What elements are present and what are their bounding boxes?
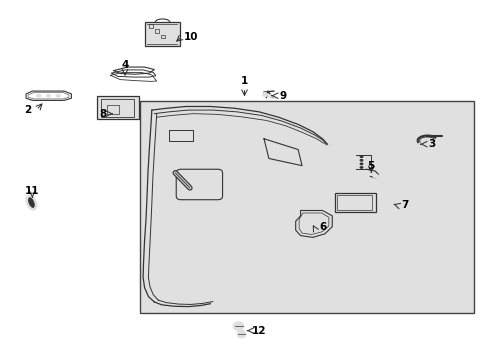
FancyBboxPatch shape (334, 193, 375, 212)
Bar (336, 195, 371, 211)
Text: 7: 7 (401, 200, 408, 210)
Bar (140, 101, 473, 313)
Ellipse shape (360, 159, 362, 161)
Ellipse shape (36, 94, 41, 97)
Text: 8: 8 (99, 109, 106, 119)
Ellipse shape (268, 95, 272, 98)
Text: 1: 1 (241, 76, 247, 86)
Text: 6: 6 (318, 222, 325, 231)
Ellipse shape (237, 330, 245, 338)
Bar (144, 22, 179, 45)
Bar (101, 99, 134, 117)
Ellipse shape (360, 163, 362, 165)
Text: 5: 5 (367, 161, 374, 171)
Bar (107, 105, 119, 114)
Ellipse shape (360, 167, 362, 168)
Text: 12: 12 (251, 325, 266, 336)
Bar (161, 35, 164, 39)
Text: 10: 10 (183, 32, 198, 41)
Ellipse shape (28, 198, 34, 207)
Bar (155, 30, 159, 33)
Bar (149, 24, 153, 28)
Text: 3: 3 (427, 139, 435, 149)
Ellipse shape (26, 195, 37, 210)
Text: 11: 11 (25, 186, 40, 196)
Ellipse shape (306, 220, 315, 228)
Text: 2: 2 (24, 105, 31, 115)
Ellipse shape (262, 93, 267, 97)
Ellipse shape (372, 175, 378, 178)
Text: 4: 4 (121, 60, 128, 70)
FancyBboxPatch shape (176, 169, 222, 200)
Ellipse shape (360, 156, 362, 157)
Bar (97, 96, 139, 119)
Text: 9: 9 (279, 91, 286, 101)
Ellipse shape (233, 322, 244, 331)
Ellipse shape (46, 94, 51, 97)
Ellipse shape (56, 94, 61, 97)
